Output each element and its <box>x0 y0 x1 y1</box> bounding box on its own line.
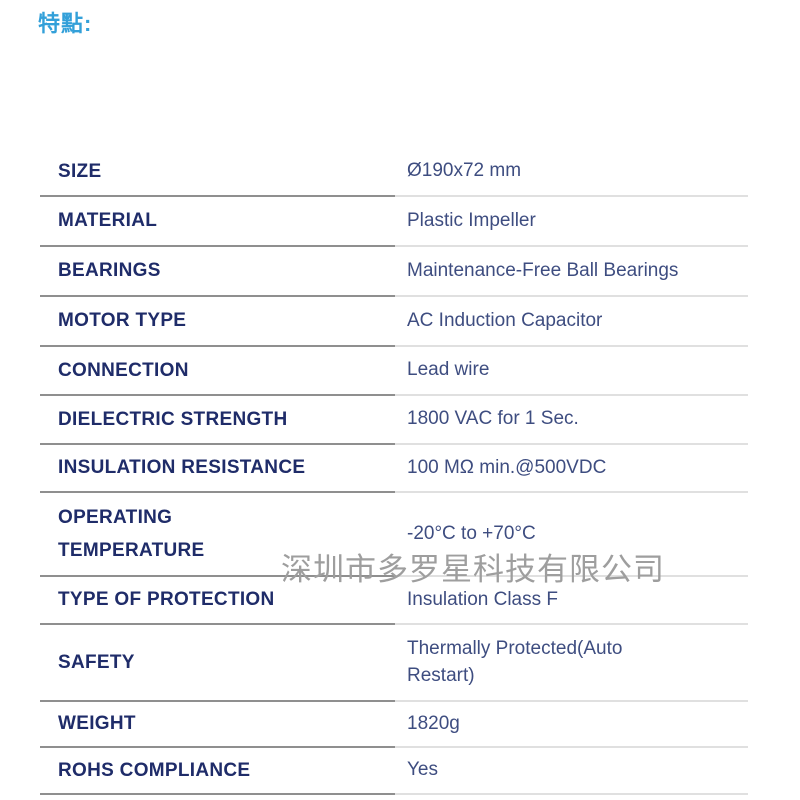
table-row: SAFETY Thermally Protected(Auto Restart) <box>40 625 748 702</box>
table-row: CONNECTION Lead wire <box>40 347 748 396</box>
spec-label: SAFETY <box>40 625 395 702</box>
table-row: INSULATION RESISTANCE 100 MΩ min.@500VDC <box>40 445 748 493</box>
spec-value: Lead wire <box>395 347 748 396</box>
spec-value: 1800 VAC for 1 Sec. <box>395 396 748 445</box>
table-row: ROHS COMPLIANCE Yes <box>40 748 748 795</box>
spec-table: SIZE Ø190x72 mm MATERIAL Plastic Impeller BE… <box>40 148 748 795</box>
spec-value: Thermally Protected(Auto Restart) <box>395 625 748 702</box>
table-row: SIZE Ø190x72 mm <box>40 148 748 197</box>
spec-value: AC Induction Capacitor <box>395 297 748 347</box>
table-row: OPERATING TEMPERATURE -20°C to +70°C <box>40 493 748 577</box>
spec-label: CONNECTION <box>40 347 395 396</box>
table-row: MOTOR TYPE AC Induction Capacitor <box>40 297 748 347</box>
table-row: MATERIAL Plastic Impeller <box>40 197 748 247</box>
spec-value: Plastic Impeller <box>395 197 748 247</box>
spec-label: TYPE OF PROTECTION <box>40 577 395 625</box>
spec-value: 100 MΩ min.@500VDC <box>395 445 748 493</box>
spec-label: BEARINGS <box>40 247 395 297</box>
spec-value: 1820g <box>395 702 748 748</box>
page-title: 特點: <box>38 11 93 36</box>
spec-label: OPERATING TEMPERATURE <box>40 493 395 577</box>
spec-label: WEIGHT <box>40 702 395 748</box>
spec-label: SIZE <box>40 148 395 197</box>
table-row: BEARINGS Maintenance-Free Ball Bearings <box>40 247 748 297</box>
spec-label: DIELECTRIC STRENGTH <box>40 396 395 445</box>
spec-value: Insulation Class F <box>395 577 748 625</box>
spec-label: MOTOR TYPE <box>40 297 395 347</box>
table-row: DIELECTRIC STRENGTH 1800 VAC for 1 Sec. <box>40 396 748 445</box>
spec-label: INSULATION RESISTANCE <box>40 445 395 493</box>
spec-label: MATERIAL <box>40 197 395 247</box>
spec-value: -20°C to +70°C <box>395 493 748 577</box>
spec-value: Maintenance-Free Ball Bearings <box>395 247 748 297</box>
spec-value: Yes <box>395 748 748 795</box>
table-row: TYPE OF PROTECTION Insulation Class F <box>40 577 748 625</box>
spec-label: ROHS COMPLIANCE <box>40 748 395 795</box>
spec-value: Ø190x72 mm <box>395 148 748 197</box>
table-row: WEIGHT 1820g <box>40 702 748 748</box>
